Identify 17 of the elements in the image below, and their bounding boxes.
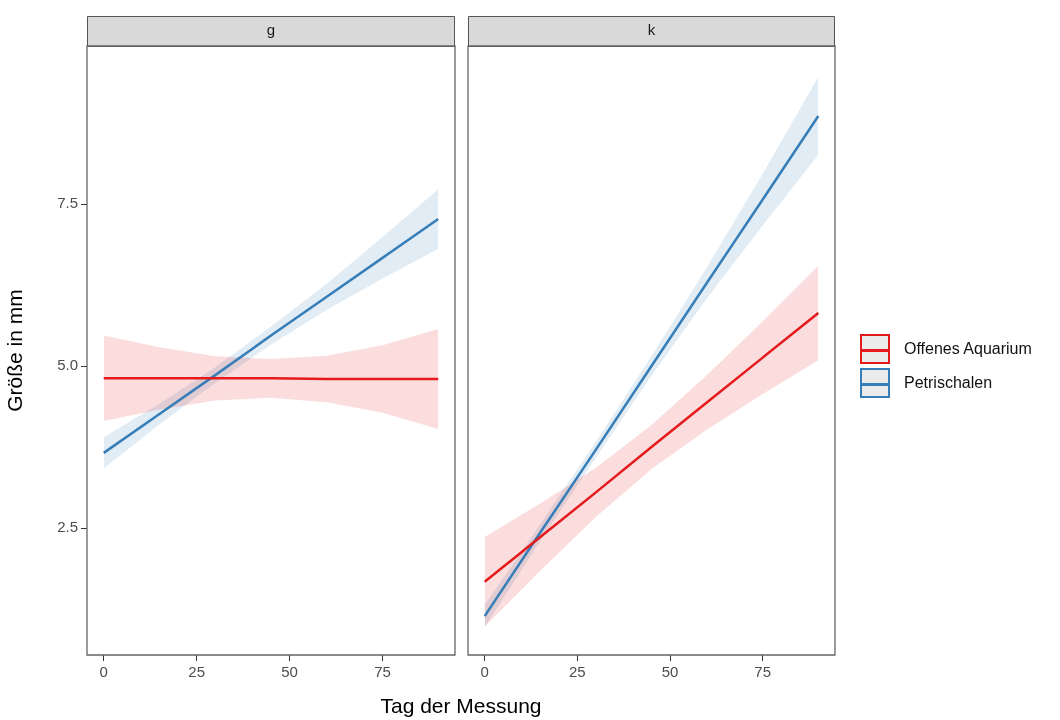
x-tick-label: 50 <box>281 663 298 681</box>
legend-label: Petrischalen <box>904 374 993 392</box>
y-tick-label: 7.5 <box>57 194 78 212</box>
x-tick-label: 25 <box>188 663 205 681</box>
x-tick-label: 25 <box>569 663 586 681</box>
x-tick-label: 75 <box>754 663 772 681</box>
y-tick-label: 5.0 <box>57 356 78 374</box>
y-tick-label: 2.5 <box>57 518 78 536</box>
chart-title: k <box>647 21 656 39</box>
chart-title: g <box>266 21 276 39</box>
x-axis-title: Tag der Messung <box>379 694 543 718</box>
legend-label: Offenes Aquarium <box>904 340 1032 358</box>
x-tick-label: 0 <box>99 663 108 681</box>
x-tick-label: 0 <box>480 663 489 681</box>
y-axis-title: Größe in mm <box>3 289 27 412</box>
x-tick-label: 50 <box>661 663 679 681</box>
x-tick-label: 75 <box>374 663 391 681</box>
